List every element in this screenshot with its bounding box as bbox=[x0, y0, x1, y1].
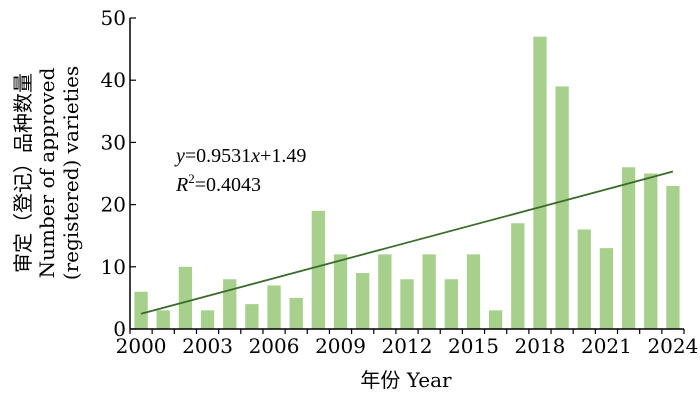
bar-2024 bbox=[666, 185, 680, 329]
x-tick-label: 2003 bbox=[182, 334, 233, 358]
r2-r: R bbox=[175, 174, 188, 196]
bar-2014 bbox=[444, 279, 458, 329]
y-tick-label: 20 bbox=[101, 193, 126, 217]
bars bbox=[134, 36, 680, 329]
x-tick-label: 2006 bbox=[249, 334, 300, 358]
y-tick-label: 10 bbox=[101, 255, 126, 279]
x-axis-title: 年份 Year bbox=[360, 368, 452, 392]
x-tick-label: 2009 bbox=[315, 334, 366, 358]
bar-2015 bbox=[466, 254, 481, 329]
bar-2010 bbox=[356, 273, 370, 329]
y-axis-title-line-2: Number of approved bbox=[35, 67, 59, 278]
bar-2004 bbox=[223, 279, 237, 329]
x-tick-label: 2000 bbox=[116, 334, 167, 358]
bar-2021 bbox=[599, 248, 614, 329]
y-axis-ticks: 0 10 20 30 40 50 bbox=[101, 6, 136, 341]
bar-2007 bbox=[289, 297, 303, 329]
bar-2008 bbox=[311, 210, 326, 329]
eq-x: x bbox=[250, 145, 260, 167]
eq-part2: +1.49 bbox=[260, 145, 306, 167]
eq-y: y bbox=[174, 145, 185, 167]
x-tick-label: 2024 bbox=[647, 334, 698, 358]
y-axis-title-line-3: (registered) varieties bbox=[59, 66, 83, 280]
bar-2016 bbox=[488, 310, 503, 329]
bar-2020 bbox=[577, 229, 591, 329]
bar-2006 bbox=[267, 285, 281, 329]
bar-2003 bbox=[200, 310, 215, 329]
bar-2005 bbox=[245, 304, 259, 329]
y-axis-title-line-1: 审定（登记）品种数量 bbox=[11, 73, 35, 273]
bar-2013 bbox=[422, 254, 436, 329]
x-tick-label: 2012 bbox=[382, 334, 433, 358]
eq-part1: =0.9531 bbox=[185, 145, 251, 167]
y-tick-label: 0 bbox=[113, 317, 126, 341]
r-squared: R2=0.4043 bbox=[175, 171, 261, 196]
bar-2017 bbox=[511, 223, 525, 329]
bar-2018 bbox=[533, 36, 547, 329]
x-tick-label: 2021 bbox=[581, 334, 632, 358]
bar-2011 bbox=[378, 254, 392, 329]
x-axis-ticks: 2000 2003 2006 2009 2012 2015 2018 2021 2024 bbox=[116, 329, 698, 358]
bar-2002 bbox=[178, 266, 193, 329]
trend-line bbox=[140, 170, 674, 315]
y-tick-label: 50 bbox=[101, 6, 126, 30]
bar-2012 bbox=[400, 279, 414, 329]
bar-2000 bbox=[134, 291, 148, 329]
r2-value: =0.4043 bbox=[195, 174, 261, 196]
bar-2019 bbox=[555, 86, 569, 329]
r2-sup: 2 bbox=[188, 171, 195, 186]
x-tick-label: 2015 bbox=[448, 334, 499, 358]
y-tick-label: 30 bbox=[101, 130, 126, 154]
bar-2001 bbox=[156, 310, 170, 329]
x-tick-label: 2018 bbox=[515, 334, 566, 358]
bar-2009 bbox=[333, 254, 348, 329]
y-axis-title: 审定（登记）品种数量 Number of approved (registere… bbox=[11, 66, 83, 280]
y-tick-label: 40 bbox=[101, 68, 126, 92]
bar-2023 bbox=[644, 173, 658, 329]
axes bbox=[129, 18, 684, 330]
trend-equation: y=0.9531x+1.49 bbox=[174, 145, 306, 167]
bar-2022 bbox=[621, 167, 636, 329]
